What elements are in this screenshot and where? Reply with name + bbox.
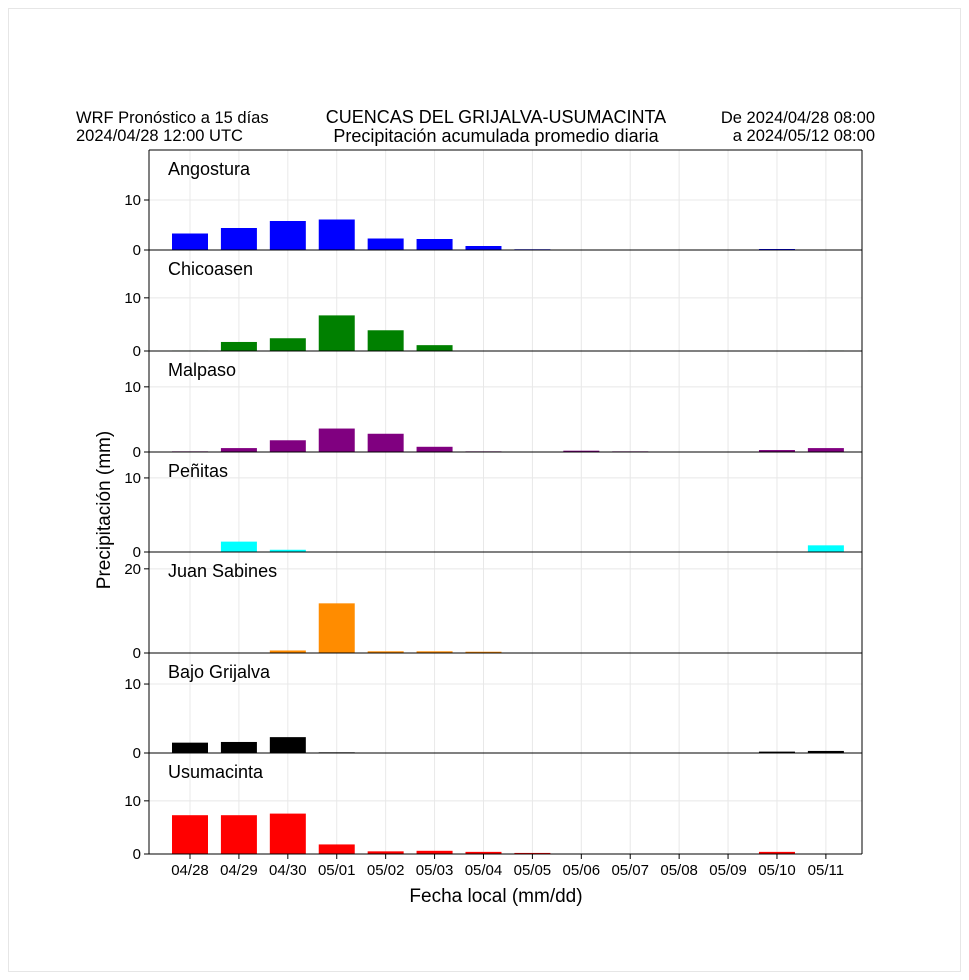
bar [758,450,795,452]
x-tick-label: 05/02 [367,862,405,879]
y-tick-label: 20 [124,561,141,578]
bar [269,440,306,452]
x-tick-label: 05/10 [758,862,796,879]
y-tick-label: 0 [133,645,141,662]
bar [367,651,404,653]
bar [172,742,208,753]
y-axis-label: Precipitación (mm) [94,431,115,589]
bar [563,450,600,452]
bar [416,239,453,250]
bar [416,651,453,653]
panel-name: Bajo Grijalva [168,662,271,682]
bar [416,345,453,351]
x-tick-label: 05/11 [808,862,844,879]
bar [807,750,844,753]
y-tick-label: 10 [124,793,141,810]
panels: 0 10 Angostura 0 10 Chicoasen 0 10 Malpaso 0 10 Peñ… [124,149,863,863]
bar [807,545,844,552]
panel-juan-sabines: 0 20 Juan Sabines [124,551,863,662]
bar [514,852,551,854]
bar [269,338,306,351]
panel-angostura: 0 10 Angostura [124,149,863,259]
y-tick-label: 0 [133,745,141,762]
y-tick-label: 10 [124,290,141,307]
bar [367,851,404,854]
y-tick-label: 0 [133,343,141,360]
y-tick-label: 0 [133,846,141,863]
x-tick-label: 05/09 [709,862,747,879]
bar [269,813,306,854]
panel-name: Usumacinta [168,762,264,782]
panel-pe-itas: 0 10 Peñitas [124,451,863,561]
bar [367,433,404,452]
y-tick-label: 10 [124,470,141,487]
panel-name: Angostura [168,159,251,179]
panel-bajo-grijalva: 0 10 Bajo Grijalva [124,652,863,762]
bar [465,851,502,854]
figure-frame [8,8,961,972]
x-tick-label: 05/08 [660,862,698,879]
x-tick-label: 05/04 [465,862,503,879]
header-left-line1: WRF Pronóstico a 15 días [76,109,269,127]
header-right-line1: De 2024/04/28 08:00 [721,109,875,127]
bar [465,651,502,653]
bar [367,330,404,351]
x-tick-label: 04/28 [171,862,209,879]
bar [807,448,844,452]
bar [220,228,257,250]
panel-chicoasen: 0 10 Chicoasen [124,249,863,360]
x-tick-label: 04/30 [269,862,307,879]
x-tick-label: 05/01 [318,862,356,879]
bar [416,850,453,854]
bar [269,221,306,250]
bar [367,238,404,250]
bar [416,446,453,452]
bar [220,341,257,351]
bar [318,315,355,351]
y-tick-label: 0 [133,444,141,461]
x-axis-label: Fecha local (mm/dd) [409,886,582,907]
bar [220,741,257,753]
y-tick-label: 0 [133,242,141,259]
header-left-line2: 2024/04/28 12:00 UTC [76,127,243,145]
x-tick-label: 05/06 [563,862,601,879]
panel-name: Chicoasen [168,259,253,279]
bar [758,751,795,753]
y-tick-label: 10 [124,192,141,209]
chart-subtitle: Precipitación acumulada promedio diaria [333,126,659,146]
bar [220,448,257,452]
x-tick-label: 04/29 [220,862,258,879]
bar [269,737,306,753]
bar [758,851,795,854]
x-axis: 04/28 04/29 04/30 05/01 05/02 05/03 05/04 05/05… [171,854,844,879]
bar [220,541,257,552]
bar [220,815,257,854]
bar [172,815,208,854]
panel-usumacinta: 0 10 Usumacinta [124,752,863,863]
panel-malpaso: 0 10 Malpaso [124,350,863,461]
y-tick-label: 0 [133,544,141,561]
y-tick-label: 10 [124,379,141,396]
panel-name: Malpaso [168,360,236,380]
header-right-line2: a 2024/05/12 08:00 [733,127,875,145]
bar [465,246,502,250]
bar [318,603,355,653]
chart-title: CUENCAS DEL GRIJALVA-USUMACINTA [326,107,666,127]
bar [318,219,355,250]
panel-name: Juan Sabines [168,561,277,581]
x-tick-label: 05/03 [416,862,454,879]
bar [269,650,306,653]
bar [318,428,355,452]
y-tick-label: 10 [124,676,141,693]
x-tick-label: 05/07 [611,862,649,879]
x-tick-label: 05/05 [514,862,552,879]
bar [269,549,306,552]
bar [172,233,208,250]
bar [318,844,355,854]
panel-name: Peñitas [168,461,228,481]
header: WRF Pronóstico a 15 días 2024/04/28 12:0… [76,107,875,146]
